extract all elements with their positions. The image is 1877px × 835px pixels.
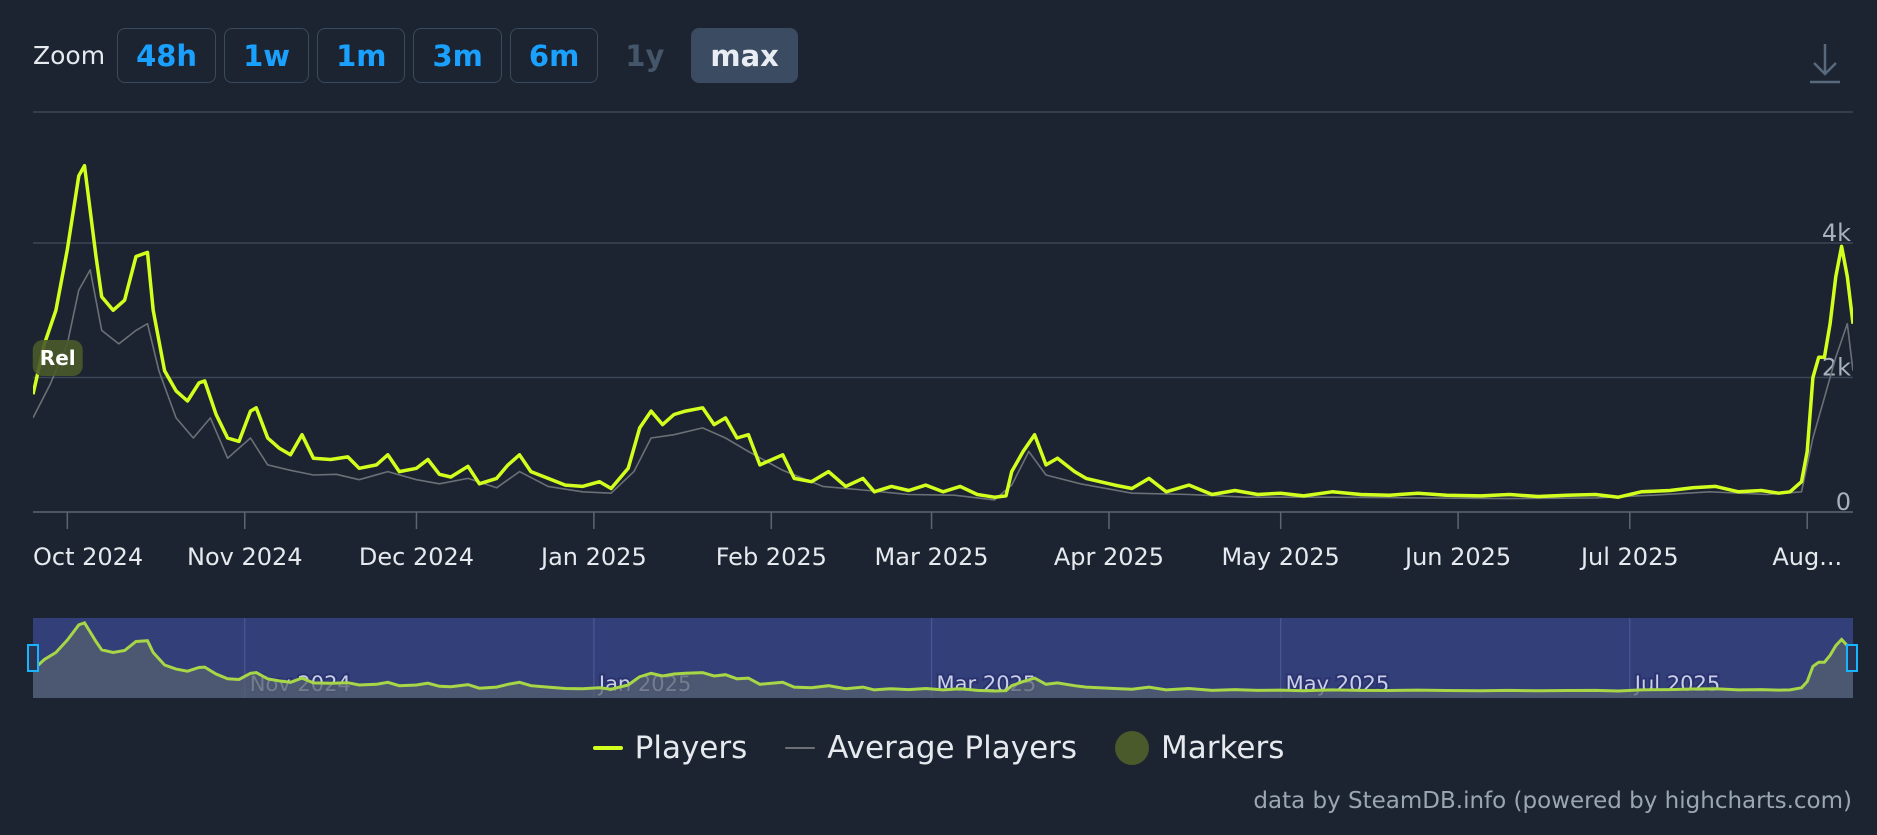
legend-average-swatch bbox=[785, 747, 816, 749]
y-tick-label: 4k bbox=[1822, 219, 1851, 247]
x-tick-label: Jul 2025 bbox=[1579, 543, 1679, 571]
navigator-series-line bbox=[31, 620, 1855, 693]
y-tick-label: 0 bbox=[1836, 488, 1851, 516]
legend-item-players[interactable]: Players bbox=[592, 730, 748, 766]
x-tick-label: Feb 2025 bbox=[716, 543, 827, 571]
zoom-label: Zoom bbox=[33, 41, 106, 70]
navigator-handle-left[interactable] bbox=[27, 644, 39, 672]
x-tick-label: Jan 2025 bbox=[539, 543, 647, 571]
legend: Players Average Players Markers bbox=[0, 730, 1877, 766]
x-tick-label: Dec 2024 bbox=[359, 543, 474, 571]
download-icon[interactable] bbox=[1808, 40, 1842, 86]
x-axis: Oct 2024 Nov 2024 Dec 2024 Jan 2025 Feb 2025… bbox=[33, 512, 1842, 571]
legend-markers-swatch bbox=[1115, 731, 1150, 765]
players-line[interactable] bbox=[33, 163, 1853, 499]
chart-svg: 0 2k 4k Oct 2024 Nov 2024 Dec 2024 Jan 2025 Fe… bbox=[27, 111, 1858, 698]
average-players-line[interactable] bbox=[33, 269, 1853, 501]
y-gridlines: 0 2k 4k bbox=[33, 219, 1853, 516]
legend-item-markers[interactable]: Markers bbox=[1115, 730, 1284, 766]
release-marker-label: Rel bbox=[40, 346, 76, 370]
legend-item-average-players[interactable]: Average Players bbox=[785, 730, 1077, 766]
zoom-48h-button[interactable]: 48h bbox=[117, 28, 217, 83]
zoom-1w-button[interactable]: 1w bbox=[224, 28, 310, 83]
legend-players-swatch bbox=[592, 746, 623, 750]
x-tick-label: Aug... bbox=[1772, 543, 1842, 571]
zoom-3m-button[interactable]: 3m bbox=[413, 28, 502, 83]
release-marker[interactable] bbox=[32, 340, 83, 376]
legend-markers-label: Markers bbox=[1161, 730, 1285, 766]
zoom-1m-button[interactable]: 1m bbox=[317, 28, 406, 83]
x-tick-label: Jun 2025 bbox=[1403, 543, 1511, 571]
x-tick-label: Nov 2024 bbox=[187, 543, 303, 571]
y-tick-label: 2k bbox=[1822, 354, 1851, 382]
x-tick-label: Mar 2025 bbox=[875, 543, 989, 571]
legend-average-label: Average Players bbox=[827, 730, 1078, 766]
navigator-handle-right[interactable] bbox=[1846, 644, 1858, 672]
zoom-6m-button[interactable]: 6m bbox=[509, 28, 599, 83]
credits[interactable]: data by SteamDB.info (powered by highcha… bbox=[1253, 788, 1852, 814]
x-tick-label: Apr 2025 bbox=[1054, 543, 1164, 571]
x-tick-label: May 2025 bbox=[1222, 543, 1340, 571]
zoom-toolbar: Zoom 48h 1w 1m 3m 6m 1y max bbox=[33, 27, 798, 84]
x-tick-label: Oct 2024 bbox=[33, 543, 143, 571]
series-group bbox=[33, 163, 1853, 501]
markers-group: Rel bbox=[32, 340, 83, 376]
legend-players-label: Players bbox=[634, 730, 748, 766]
zoom-max-button[interactable]: max bbox=[691, 28, 798, 83]
zoom-1y-button[interactable]: 1y bbox=[625, 38, 665, 73]
